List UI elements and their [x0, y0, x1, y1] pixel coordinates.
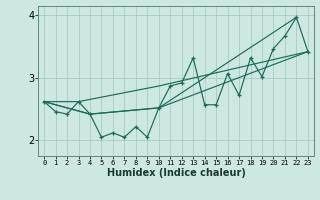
X-axis label: Humidex (Indice chaleur): Humidex (Indice chaleur)	[107, 168, 245, 178]
